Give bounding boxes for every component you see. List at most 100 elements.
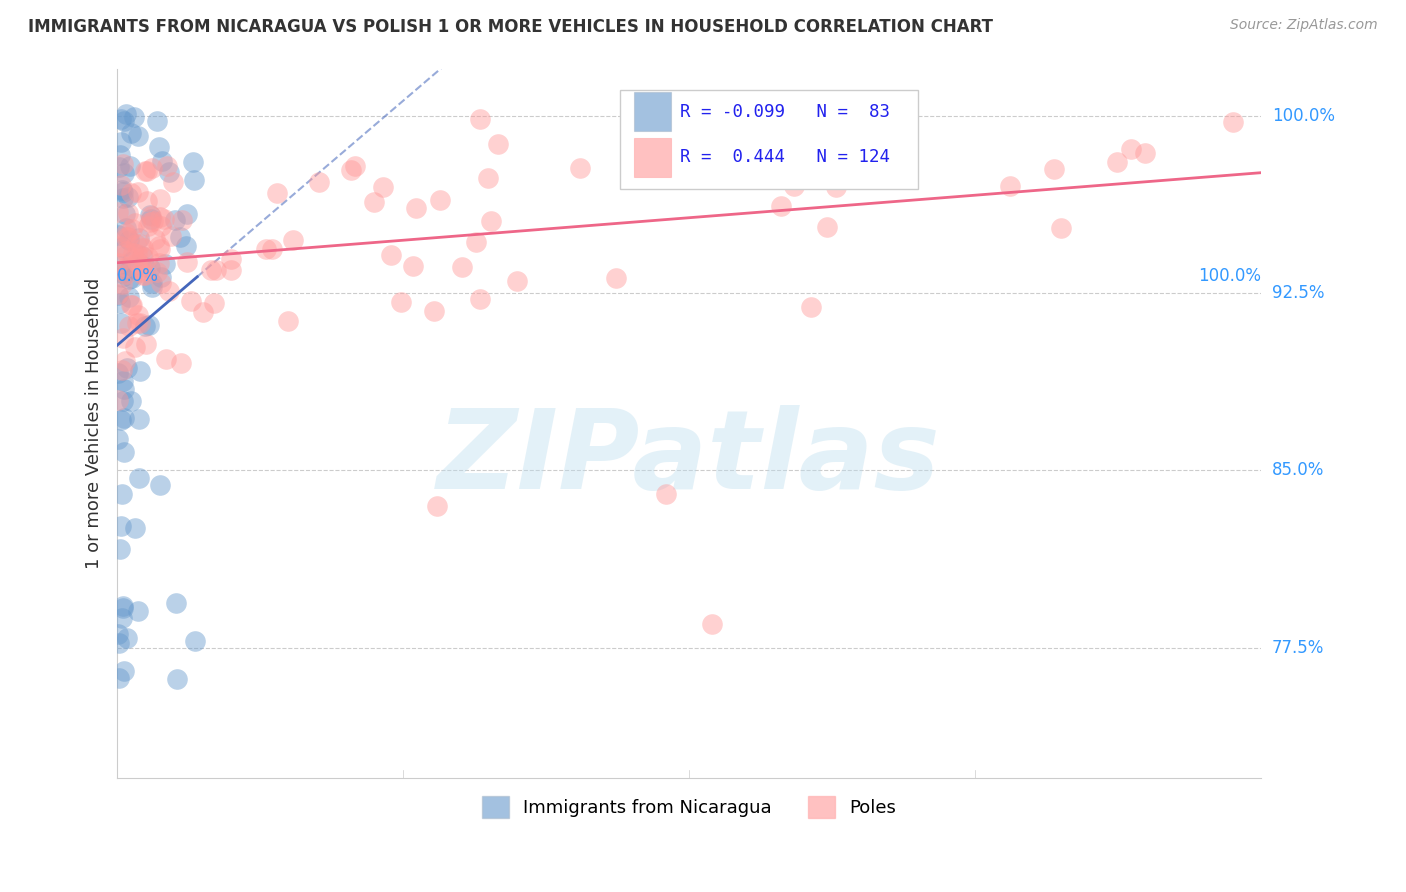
Point xyxy=(115,247,138,261)
Point xyxy=(111,375,134,389)
Point xyxy=(121,270,143,285)
Point xyxy=(132,241,155,255)
Point xyxy=(148,256,170,270)
Point xyxy=(110,316,132,330)
Point xyxy=(128,470,150,484)
Point xyxy=(204,295,226,310)
Point xyxy=(110,413,132,427)
Point xyxy=(191,304,214,318)
Point xyxy=(1119,142,1142,156)
Point xyxy=(107,286,129,301)
Point xyxy=(998,179,1021,194)
Point xyxy=(112,331,135,345)
Point xyxy=(176,238,198,252)
Point xyxy=(148,238,170,252)
Text: Source: ZipAtlas.com: Source: ZipAtlas.com xyxy=(1230,18,1378,32)
Point xyxy=(169,230,191,244)
Point xyxy=(160,229,183,244)
Point xyxy=(131,263,153,277)
Point xyxy=(142,214,165,228)
Text: 100.0%: 100.0% xyxy=(1272,107,1334,125)
Point xyxy=(149,192,172,206)
Point xyxy=(111,601,134,615)
Point xyxy=(389,295,412,310)
Point xyxy=(131,249,153,263)
Point xyxy=(260,242,283,256)
Point xyxy=(1050,221,1073,235)
Point xyxy=(112,445,135,459)
Point xyxy=(380,248,402,262)
Text: ZIPatlas: ZIPatlas xyxy=(437,405,941,512)
Point xyxy=(266,186,288,201)
Point xyxy=(150,219,173,233)
Point xyxy=(112,411,135,425)
Bar xyxy=(634,138,671,178)
Point xyxy=(117,361,139,376)
Point xyxy=(108,148,131,162)
Point xyxy=(165,213,187,227)
Point xyxy=(124,340,146,354)
Point xyxy=(108,541,131,556)
Point xyxy=(769,112,792,127)
Point xyxy=(129,265,152,279)
Point xyxy=(157,165,180,179)
Point xyxy=(139,208,162,222)
Point xyxy=(219,263,242,277)
Point xyxy=(821,142,844,156)
Point xyxy=(121,221,143,235)
Point xyxy=(172,212,194,227)
Text: 85.0%: 85.0% xyxy=(1272,461,1324,479)
Point xyxy=(118,233,141,247)
Point xyxy=(115,631,138,645)
Point xyxy=(402,260,425,274)
Point xyxy=(464,235,486,249)
Point xyxy=(111,611,134,625)
Point xyxy=(422,304,444,318)
Point xyxy=(148,139,170,153)
Point xyxy=(118,291,141,305)
Point xyxy=(183,173,205,187)
Point xyxy=(111,362,134,376)
Text: IMMIGRANTS FROM NICARAGUA VS POLISH 1 OR MORE VEHICLES IN HOUSEHOLD CORRELATION : IMMIGRANTS FROM NICARAGUA VS POLISH 1 OR… xyxy=(28,18,993,36)
Point xyxy=(139,209,162,223)
Point xyxy=(139,260,162,275)
Point xyxy=(127,185,149,199)
Point xyxy=(118,272,141,286)
Point xyxy=(127,604,149,618)
Point xyxy=(153,258,176,272)
Point xyxy=(107,288,129,302)
Point xyxy=(205,263,228,277)
Point xyxy=(155,352,177,367)
Point xyxy=(120,186,142,200)
Point xyxy=(111,157,134,171)
Y-axis label: 1 or more Vehicles in Household: 1 or more Vehicles in Household xyxy=(86,277,103,569)
Point xyxy=(125,255,148,269)
Point xyxy=(117,189,139,203)
Point xyxy=(1222,115,1244,129)
Point xyxy=(122,110,145,124)
Point xyxy=(112,114,135,128)
Point xyxy=(371,179,394,194)
Point xyxy=(152,212,174,227)
Point xyxy=(134,163,156,178)
Point xyxy=(110,135,132,149)
Point xyxy=(114,229,136,244)
Point xyxy=(129,363,152,377)
Bar xyxy=(620,90,918,189)
Point xyxy=(114,166,136,180)
Point xyxy=(110,259,132,273)
Point xyxy=(107,366,129,380)
Point xyxy=(150,154,173,169)
Point xyxy=(107,227,129,242)
Point xyxy=(107,392,129,407)
Point xyxy=(121,297,143,311)
Point xyxy=(824,180,846,194)
Point xyxy=(143,232,166,246)
Point xyxy=(793,104,815,119)
Point xyxy=(129,316,152,330)
Point xyxy=(128,231,150,245)
Point xyxy=(468,292,491,306)
Point xyxy=(121,254,143,268)
Point xyxy=(138,215,160,229)
Point xyxy=(785,143,807,157)
